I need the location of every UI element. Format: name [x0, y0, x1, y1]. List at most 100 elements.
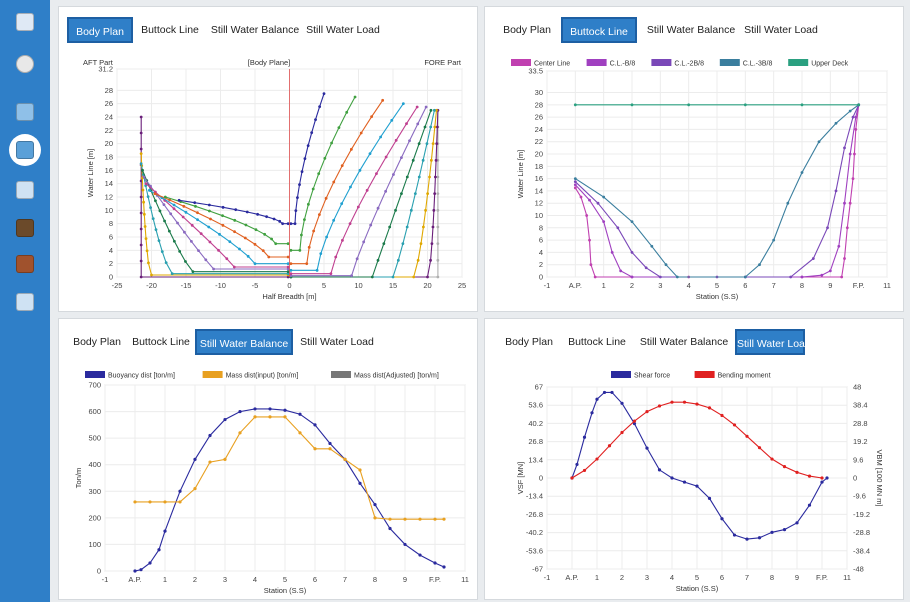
plot-area: -1 A.P. 1 2 3 4 5 6 7 8 9 F.P. 11 0 100 200 300 400 500 600…: [74, 381, 469, 596]
body-section-point: [421, 158, 425, 162]
body-section-point: [296, 196, 299, 200]
balance-series-point: [268, 407, 272, 411]
legend-label: Upper Deck: [811, 61, 848, 68]
tab-buttock-line[interactable]: Buttock Line: [561, 17, 637, 43]
body-section-point: [183, 230, 186, 234]
body-section-point: [154, 228, 158, 232]
tab-still-water-load[interactable]: Still Water Load: [744, 24, 818, 36]
body-section-point: [350, 274, 353, 278]
x-tick-label: 11: [461, 575, 469, 584]
body-section-point: [144, 237, 148, 241]
body-section-point: [272, 217, 276, 221]
legend-swatch: [202, 371, 223, 378]
y-tick-label: 16: [105, 166, 113, 175]
body-section-point: [318, 105, 322, 109]
body-section-point: [286, 242, 290, 246]
tab-still-water-balance[interactable]: Still Water Balance: [639, 336, 729, 348]
body-section-point: [194, 204, 197, 208]
buttock-series-point: [854, 128, 858, 131]
still-water-balance-panel: Body Plan Buttock Line Still Water Balance…: [58, 318, 478, 600]
body-section-point: [265, 215, 268, 219]
tab-body-plan[interactable]: Body Plan: [503, 24, 551, 36]
x-tick-label: 1: [602, 281, 606, 290]
tab-buttock-line[interactable]: Buttock Line: [141, 24, 199, 36]
chart-svg: Buoyancy dist [ton/m] Mass dist(input) [t…: [74, 371, 469, 596]
buttock-series-point: [820, 273, 824, 277]
tab-body-plan[interactable]: Body Plan: [505, 336, 553, 348]
load-series-point: [610, 390, 614, 395]
buttock-series-point: [848, 201, 852, 205]
legend-label: Center Line: [534, 61, 570, 68]
tab-body-plan[interactable]: Body Plan: [67, 17, 133, 43]
buttock-series-point: [650, 244, 654, 248]
sidebar-item-5[interactable]: [13, 178, 37, 202]
balance-series-point: [163, 500, 167, 504]
body-section-point: [306, 144, 310, 148]
buttock-series-point: [630, 251, 634, 254]
buttock-series-point: [851, 177, 855, 181]
sidebar-item-3[interactable]: [13, 100, 37, 124]
body-section-point: [139, 131, 143, 135]
body-section-point: [411, 158, 415, 162]
body-section-point: [149, 206, 152, 210]
y-tick-label: 0: [97, 567, 101, 576]
body-section-point: [139, 259, 143, 263]
body-section-point: [286, 262, 290, 266]
y-tick-label: 100: [88, 540, 101, 549]
tab-still-water-load[interactable]: Still Water Load: [306, 24, 380, 36]
tab-still-water-balance[interactable]: Still Water Balance: [646, 24, 736, 36]
balance-series-point: [298, 412, 302, 416]
body-section-point: [267, 255, 271, 259]
load-series-point: [782, 528, 787, 532]
tab-body-plan[interactable]: Body Plan: [73, 336, 121, 348]
buttock-series-point: [664, 263, 668, 267]
body-section-point: [362, 240, 366, 244]
load-series-point: [620, 430, 624, 435]
buttock-series-point: [843, 257, 846, 260]
sidebar-item-7[interactable]: [13, 252, 37, 276]
balance-series-point: [358, 481, 362, 485]
body-section-point: [141, 168, 144, 172]
body-section-point: [232, 265, 236, 269]
body-section-point: [196, 211, 199, 215]
buttock-series-line: [574, 104, 860, 278]
balance-series-point: [313, 447, 317, 451]
body-section-point: [311, 187, 315, 191]
tab-still-water-balance[interactable]: Still Water Balance: [210, 24, 300, 36]
tab-buttock-line[interactable]: Buttock Line: [132, 336, 190, 348]
tab-buttock-line[interactable]: Buttock Line: [568, 336, 626, 348]
balance-series-line: [134, 408, 445, 572]
body-section-point: [151, 217, 155, 221]
body-section-line: [290, 96, 356, 251]
body-section-point: [349, 147, 353, 151]
tab-still-water-load[interactable]: Still Water Load: [735, 329, 811, 355]
x-tick-label: 2: [620, 573, 624, 582]
sidebar-item-6[interactable]: [13, 216, 37, 240]
y-tick-label: 26: [535, 113, 543, 122]
body-section-point: [182, 204, 186, 208]
y-tick-label: 8: [539, 223, 543, 232]
sidebar-item-4[interactable]: [9, 134, 41, 166]
x-tick-label: 25: [458, 281, 466, 290]
body-section-point: [256, 212, 259, 216]
sidebar-item-8[interactable]: [13, 290, 37, 314]
sidebar-item-2[interactable]: [13, 52, 37, 76]
body-section-point: [431, 142, 435, 146]
buttock-series-point: [845, 226, 849, 230]
load-series-point: [682, 480, 687, 484]
sidebar-item-1[interactable]: [13, 10, 37, 34]
tab-still-water-balance[interactable]: Still Water Balance: [195, 329, 293, 355]
buttock-series-point: [644, 266, 648, 270]
body-section-point: [244, 223, 248, 227]
body-section-point: [417, 175, 421, 179]
body-section-point: [289, 248, 293, 252]
tab-still-water-load[interactable]: Still Water Load: [300, 336, 374, 348]
y-tick-label: 22: [535, 137, 543, 146]
load-series-point: [757, 446, 762, 450]
y-tick-label: 20: [105, 139, 113, 148]
body-section-point: [234, 208, 238, 212]
body-section-line: [141, 170, 289, 273]
body-section-point: [315, 268, 319, 272]
balance-series-point: [157, 548, 161, 552]
body-section-point: [139, 152, 143, 156]
